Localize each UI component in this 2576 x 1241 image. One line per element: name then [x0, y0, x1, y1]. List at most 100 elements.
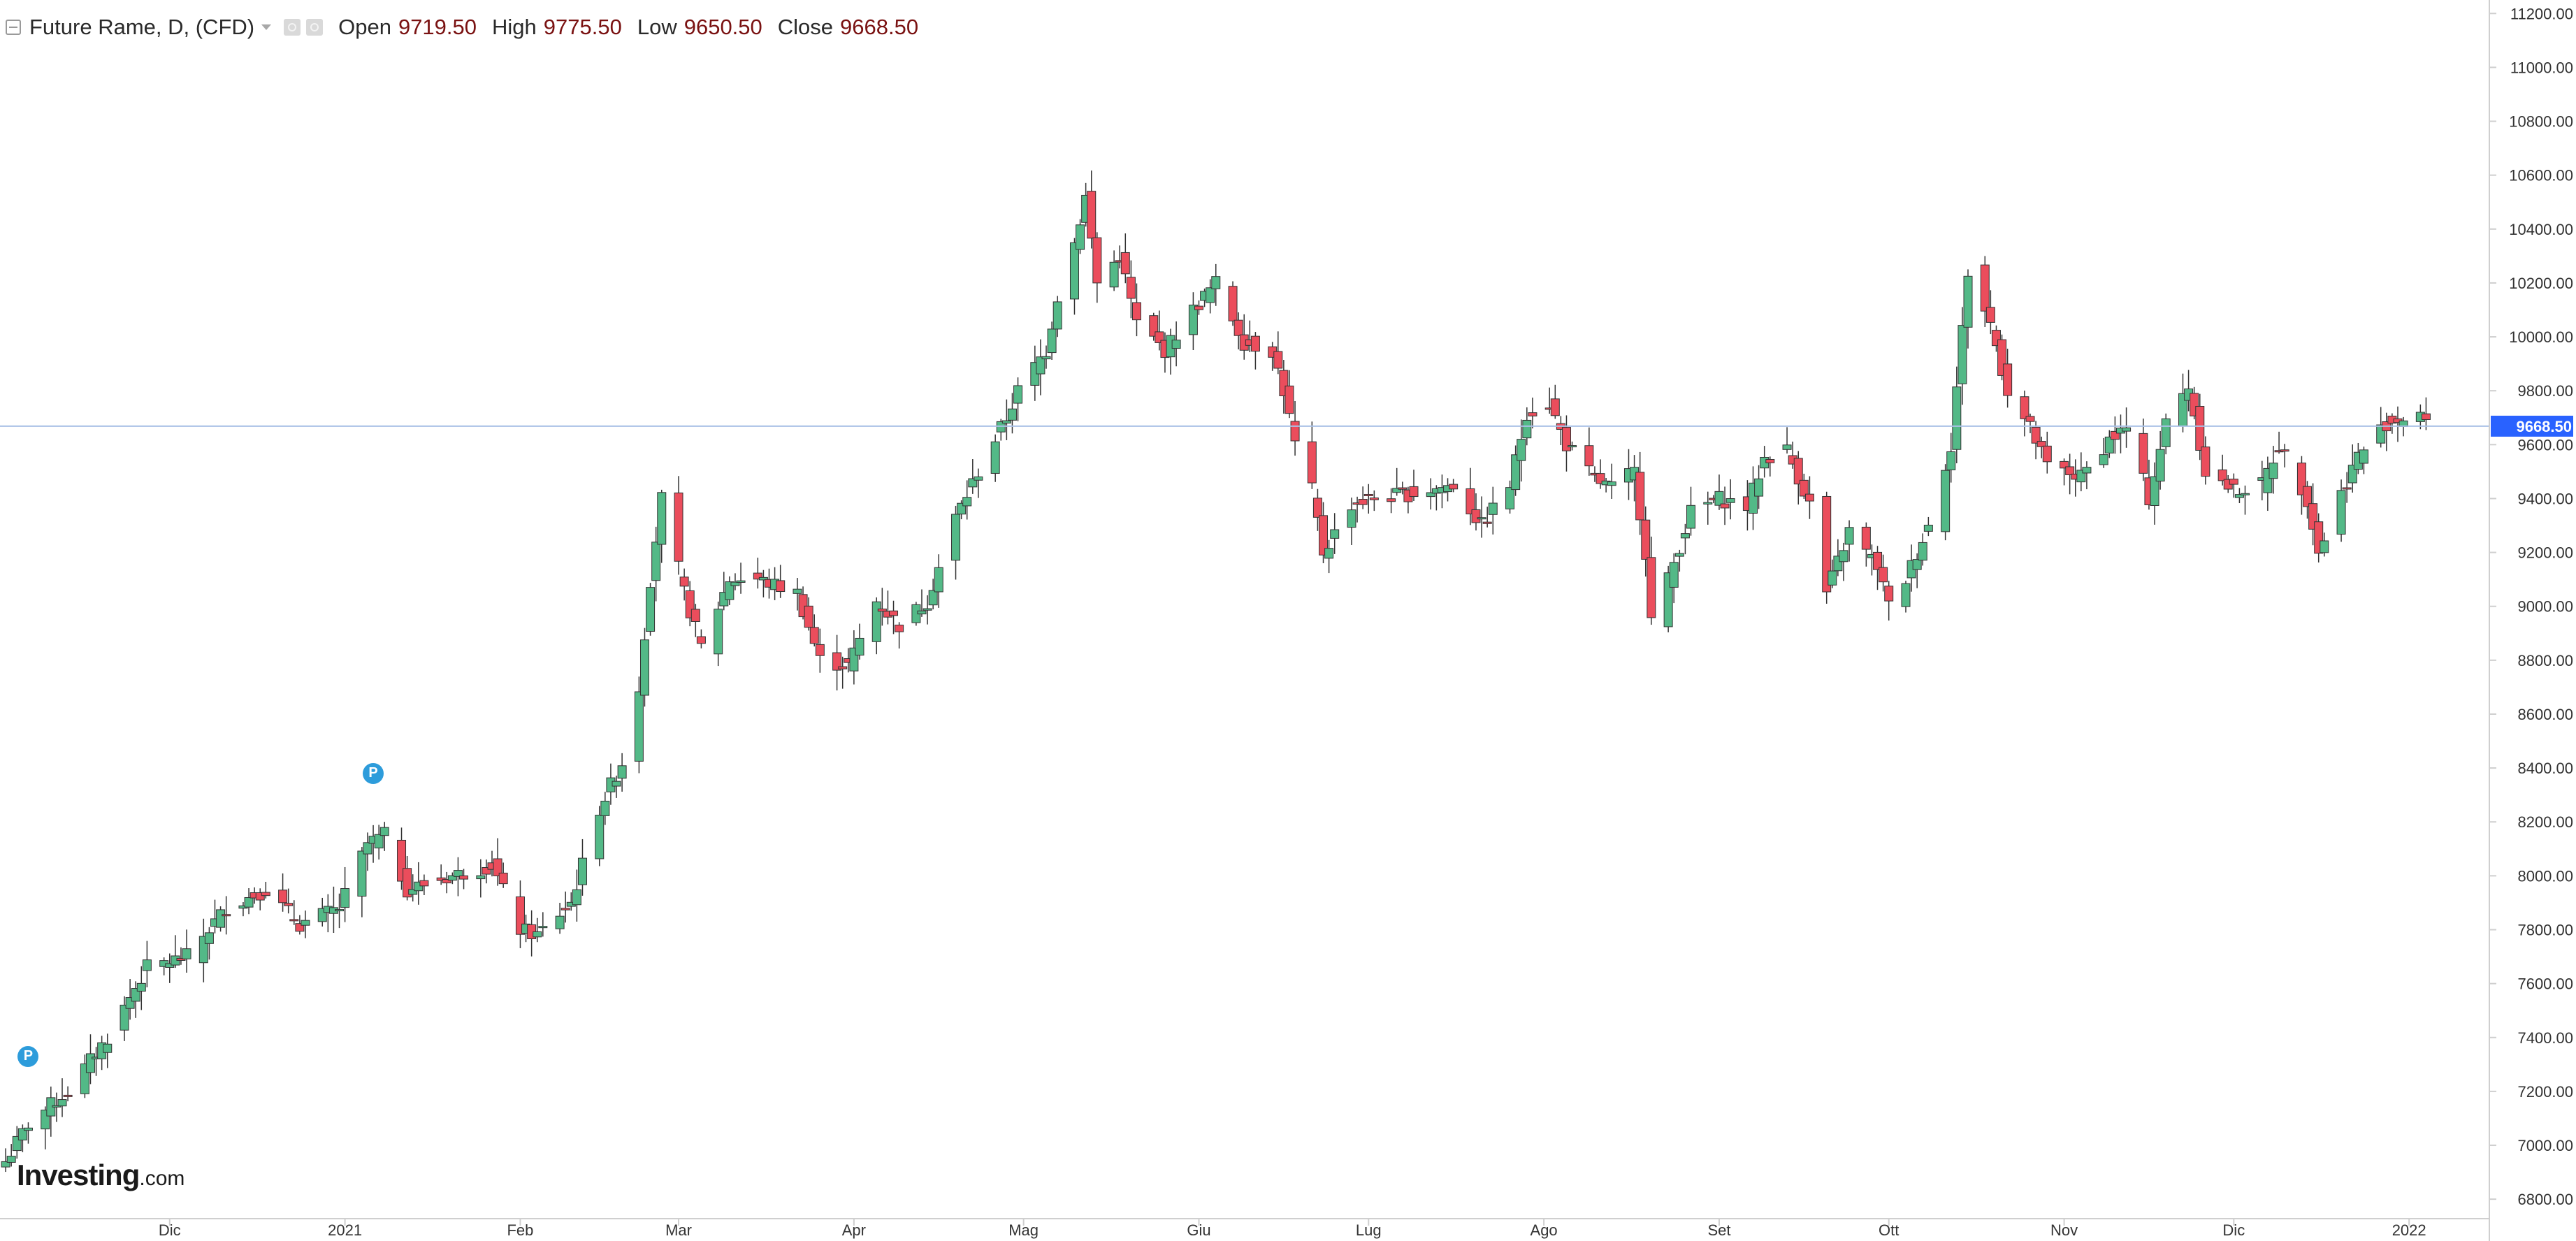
y-tick-label: 10400.00	[2509, 221, 2573, 238]
candle-body	[6, 1156, 16, 1163]
candle-body	[2269, 463, 2278, 479]
y-tick-label: 10800.00	[2509, 113, 2573, 131]
last-price-tag-label: 9668.50	[2516, 418, 2572, 435]
candle-body	[1188, 305, 1198, 335]
candle-body	[639, 639, 649, 696]
low-label: Low	[637, 15, 677, 39]
x-axis: Dic 2021 Feb Mar Apr Mag Giu Lug Ago Set Ott Nov Dic…	[159, 1219, 2426, 1239]
candle-body	[1347, 509, 1356, 528]
x-tick-label: 2022	[2392, 1221, 2426, 1239]
candle-body	[815, 644, 825, 656]
visibility-icon[interactable]	[284, 19, 301, 36]
symbol-title[interactable]: Future Rame, D, (CFD)	[29, 15, 255, 39]
candle-body	[340, 888, 350, 908]
candle-body	[1398, 487, 1408, 490]
logo-suffix: .com	[139, 1167, 185, 1190]
candle-body	[419, 880, 429, 887]
candle-body	[85, 1053, 95, 1073]
candle-body	[1765, 458, 1775, 463]
candle-body	[1466, 488, 1475, 515]
candle-body	[357, 850, 367, 897]
candle-body	[1669, 562, 1679, 588]
candle-body	[2217, 469, 2227, 481]
candle-body	[459, 875, 469, 880]
x-tick-label: 2021	[328, 1221, 362, 1239]
y-tick-label: 10000.00	[2509, 328, 2573, 346]
settings-icon[interactable]	[306, 19, 324, 36]
candle-body	[572, 889, 581, 906]
candle-body	[23, 1127, 33, 1131]
high-value: 9775.50	[543, 15, 622, 39]
candle-body	[555, 915, 565, 929]
candle-body	[482, 866, 491, 875]
candle-body	[1449, 484, 1459, 490]
candle-body	[1250, 335, 1260, 352]
candle-body	[176, 957, 186, 961]
candle-body	[1799, 479, 1809, 497]
candle-body	[1822, 495, 1832, 593]
candle-body	[216, 909, 226, 928]
candle-body	[1635, 472, 1645, 521]
candle-body	[1319, 515, 1329, 556]
candle-body	[2065, 466, 2075, 476]
candle-body	[2099, 454, 2108, 465]
candle-body	[1285, 385, 1294, 414]
candle-body	[2036, 441, 2046, 447]
candle-body	[1873, 551, 1883, 570]
candle-body	[295, 923, 305, 932]
candle-body	[1047, 328, 1057, 354]
candle-body	[2347, 465, 2357, 484]
candle-body	[2201, 447, 2210, 477]
candle-body	[1109, 261, 1119, 288]
candle-body	[244, 897, 254, 908]
candle-body	[2195, 405, 2205, 451]
y-tick-label: 7200.00	[2517, 1083, 2573, 1101]
candle-body	[120, 1004, 129, 1031]
candle-body	[1324, 548, 1334, 559]
candle-body	[1149, 315, 1159, 337]
y-tick-label: 11200.00	[2510, 5, 2573, 22]
candle-body	[2139, 433, 2148, 474]
candle-body	[2155, 449, 2165, 481]
candle-body	[2003, 363, 2013, 396]
candle-body	[1528, 412, 1537, 416]
candle-body	[1804, 493, 1814, 502]
event-marker-badge[interactable]: P	[17, 1045, 39, 1067]
x-tick-label: Ago	[1531, 1221, 1558, 1239]
candle-body	[453, 870, 463, 877]
collapse-icon[interactable]	[6, 20, 21, 35]
y-tick-label: 9600.00	[2517, 436, 2573, 453]
candle-body	[934, 567, 943, 593]
y-tick-label: 7600.00	[2517, 975, 2573, 993]
chart-legend-header: Future Rame, D, (CFD) Open 9719.50 High 97…	[6, 10, 918, 45]
candle-body	[917, 610, 927, 615]
candle-body	[1171, 340, 1181, 349]
candle-body	[1550, 398, 1560, 416]
chevron-down-icon[interactable]	[261, 24, 272, 30]
candle-body	[261, 892, 270, 897]
candle-body	[131, 988, 140, 1002]
low-value: 9650.50	[683, 15, 762, 39]
candle-body	[1647, 557, 1656, 618]
y-tick-label: 8400.00	[2517, 760, 2573, 777]
candle-body	[278, 890, 288, 903]
candle-body	[1725, 498, 1735, 503]
candle-body	[136, 982, 146, 992]
event-marker-badge[interactable]: P	[363, 762, 384, 784]
candle-body	[52, 1105, 61, 1108]
candle-body	[962, 497, 972, 507]
candle-body	[2342, 487, 2352, 490]
candle-body	[1369, 498, 1379, 500]
candle-body	[871, 601, 881, 642]
candle-body	[2020, 396, 2029, 419]
candle-body	[922, 608, 932, 611]
candle-body	[1387, 498, 1396, 502]
x-tick-label: Apr	[842, 1221, 866, 1239]
close-value: 9668.50	[840, 15, 919, 39]
candle-body	[301, 920, 310, 926]
candle-body	[1963, 275, 1973, 328]
candle-body	[679, 576, 689, 587]
candle-body	[928, 590, 938, 606]
candle-body	[776, 580, 786, 593]
